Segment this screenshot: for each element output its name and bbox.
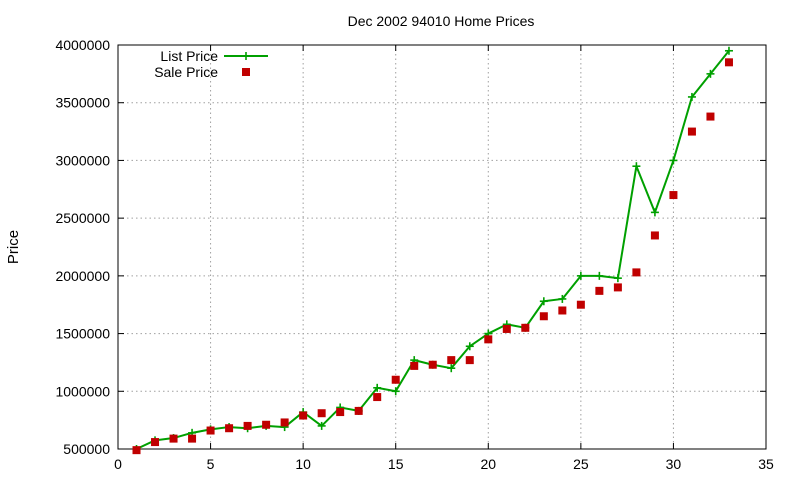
x-tick-label: 20 <box>480 456 496 472</box>
y-tick-label: 3000000 <box>55 152 110 168</box>
list-price-point <box>539 297 548 306</box>
sale-price-point <box>354 406 363 415</box>
sale-price-point <box>188 434 197 443</box>
axis-ticks: 0 5 10 15 20 25 30 35 500000 1000000 1500000 200000… <box>55 37 774 472</box>
y-axis-label: Price <box>5 230 22 264</box>
sale-price-point <box>206 426 215 435</box>
list-price-point <box>595 271 604 280</box>
sale-price-point <box>521 323 530 332</box>
sale-price-point <box>576 300 585 309</box>
sale-price-point <box>465 356 474 365</box>
legend-label: List Price <box>160 48 218 64</box>
y-tick-label: 1000000 <box>55 383 110 399</box>
x-tick-label: 0 <box>114 456 122 472</box>
series-layer <box>132 46 733 455</box>
sale-price-point <box>447 356 456 365</box>
sale-price-point <box>169 434 178 443</box>
sale-price-point <box>724 58 733 67</box>
x-tick-label: 25 <box>573 456 589 472</box>
sale-price-point <box>336 408 345 417</box>
sale-price-point <box>687 127 696 136</box>
y-tick-label: 1500000 <box>55 326 110 342</box>
sale-price-point <box>650 231 659 240</box>
series-sale-price <box>132 58 733 455</box>
list-price-point <box>632 162 641 171</box>
list-price-point <box>576 271 585 280</box>
list-price-point <box>724 46 733 55</box>
sale-price-point <box>502 324 511 333</box>
legend-label: Sale Price <box>154 64 218 80</box>
sale-price-point <box>484 335 493 344</box>
sale-price-point <box>373 393 382 402</box>
sale-price-point <box>632 268 641 277</box>
x-tick-label: 10 <box>295 456 311 472</box>
plot-frame <box>117 44 767 450</box>
sale-price-point <box>539 312 548 321</box>
sale-price-point <box>613 283 622 292</box>
series-list-price <box>132 46 733 453</box>
sale-price-point <box>595 286 604 295</box>
x-tick-label: 35 <box>758 456 774 472</box>
sale-price-point <box>132 446 141 455</box>
sale-price-point <box>151 438 160 447</box>
list-price-point <box>465 342 474 351</box>
list-price-point <box>669 156 678 165</box>
sale-price-point <box>243 421 252 430</box>
y-tick-label: 2500000 <box>55 210 110 226</box>
y-tick-label: 3500000 <box>55 95 110 111</box>
legend-plus-marker <box>242 52 250 60</box>
list-price-point <box>447 364 456 373</box>
list-price-point <box>650 208 659 217</box>
sale-price-point <box>225 424 234 433</box>
list-price-point <box>706 69 715 78</box>
list-price-point <box>391 387 400 396</box>
sale-price-point <box>558 306 567 315</box>
sale-price-point <box>317 409 326 418</box>
y-tick-label: 2000000 <box>55 268 110 284</box>
x-tick-label: 5 <box>207 456 215 472</box>
list-price-point <box>558 294 567 303</box>
y-tick-label: 4000000 <box>55 37 110 53</box>
sale-price-point <box>410 361 419 370</box>
sale-price-point <box>299 411 308 420</box>
sale-price-point <box>280 418 289 427</box>
list-price-point <box>373 383 382 392</box>
sale-price-point <box>262 420 271 429</box>
sale-price-point <box>391 375 400 384</box>
sale-price-point <box>706 112 715 121</box>
list-price-line <box>136 50 730 450</box>
grid-lines <box>118 45 766 449</box>
legend-square-marker <box>242 68 250 76</box>
sale-price-point <box>669 191 678 200</box>
sale-price-point <box>428 360 437 369</box>
y-tick-label: 500000 <box>63 441 110 457</box>
list-price-point <box>613 274 622 283</box>
list-price-point <box>687 92 696 101</box>
list-price-point <box>317 421 326 430</box>
x-tick-label: 30 <box>666 456 682 472</box>
chart-title: Dec 2002 94010 Home Prices <box>348 13 535 29</box>
x-tick-label: 15 <box>388 456 404 472</box>
